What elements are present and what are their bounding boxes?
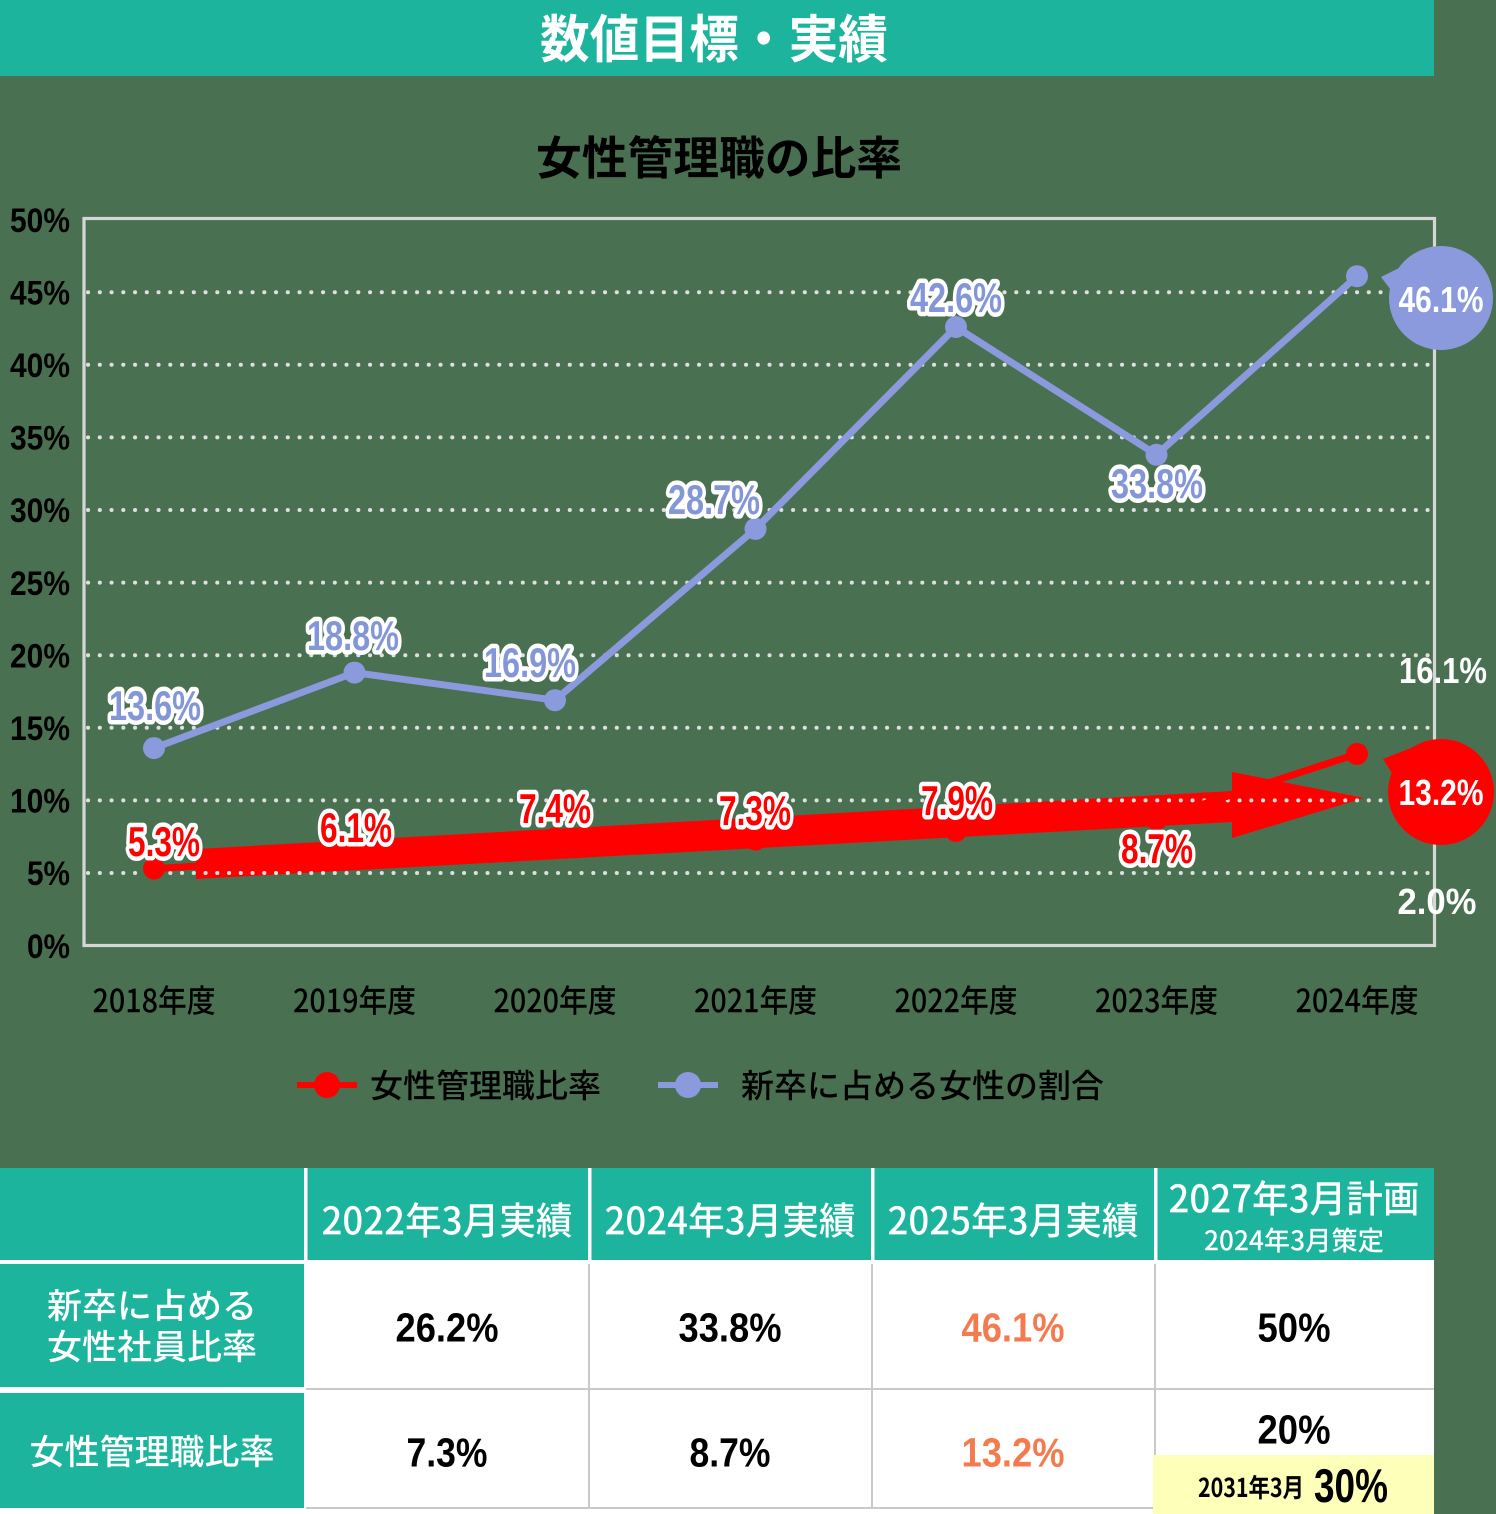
svg-text:46.1%: 46.1% <box>962 1305 1065 1351</box>
svg-text:0%: 0% <box>27 928 70 966</box>
svg-text:5%: 5% <box>27 855 70 893</box>
svg-text:20%: 20% <box>10 637 70 675</box>
svg-text:25%: 25% <box>10 565 70 603</box>
svg-text:40%: 40% <box>10 347 70 385</box>
svg-text:33.8%: 33.8% <box>679 1305 782 1351</box>
svg-text:46.1%: 46.1% <box>1399 279 1484 320</box>
svg-text:16.1%: 16.1% <box>1399 650 1487 691</box>
svg-text:13.6%: 13.6% <box>109 682 201 729</box>
svg-text:28.7%: 28.7% <box>668 476 760 523</box>
svg-text:7.3%: 7.3% <box>719 787 791 834</box>
svg-text:2.0%: 2.0% <box>1398 881 1477 922</box>
svg-text:6.1%: 6.1% <box>320 804 392 851</box>
svg-text:50%: 50% <box>10 202 70 240</box>
svg-text:33.8%: 33.8% <box>1111 460 1203 507</box>
svg-text:15%: 15% <box>10 710 70 748</box>
svg-text:7.3%: 7.3% <box>407 1430 488 1476</box>
svg-text:7.9%: 7.9% <box>921 777 993 824</box>
svg-text:10%: 10% <box>10 783 70 821</box>
svg-text:5.3%: 5.3% <box>128 818 200 865</box>
svg-text:8.7%: 8.7% <box>1121 825 1193 872</box>
svg-text:30%: 30% <box>10 492 70 530</box>
svg-text:13.2%: 13.2% <box>962 1430 1065 1476</box>
svg-text:30%: 30% <box>1314 1459 1388 1512</box>
svg-text:18.8%: 18.8% <box>307 612 399 659</box>
svg-text:13.2%: 13.2% <box>1399 772 1484 813</box>
svg-text:42.6%: 42.6% <box>910 274 1002 321</box>
svg-text:26.2%: 26.2% <box>396 1305 499 1351</box>
svg-text:50%: 50% <box>1258 1305 1331 1351</box>
svg-text:8.7%: 8.7% <box>690 1430 771 1476</box>
svg-text:20%: 20% <box>1258 1407 1331 1453</box>
svg-text:35%: 35% <box>10 420 70 458</box>
svg-text:16.9%: 16.9% <box>484 639 576 686</box>
svg-text:45%: 45% <box>10 274 70 312</box>
svg-text:7.4%: 7.4% <box>519 785 591 832</box>
